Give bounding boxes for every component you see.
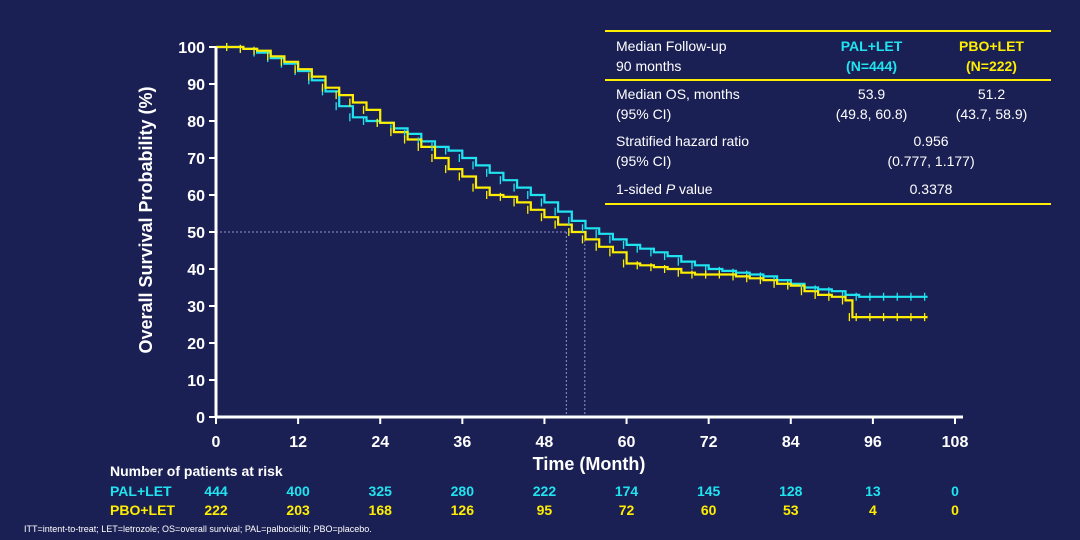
risk-value-arm-b: 60 — [700, 502, 717, 518]
risk-value-arm-a: 400 — [286, 483, 310, 499]
y-tick-label: 50 — [187, 225, 205, 242]
y-tick-label: 10 — [187, 373, 205, 390]
stats-header-label: Median Follow-up 90 months — [616, 38, 727, 74]
x-tick-label: 72 — [700, 434, 718, 451]
stats-table: Median Follow-up 90 months PAL+LET (N=44… — [605, 30, 1051, 205]
x-tick-label: 60 — [618, 434, 636, 451]
risk-value-arm-b: 203 — [286, 502, 310, 518]
risk-row-label-arm-a: PAL+LET — [110, 483, 172, 499]
risk-value-arm-a: 128 — [779, 483, 803, 499]
risk-table-title: Number of patients at risk — [110, 463, 283, 479]
risk-value-arm-a: 280 — [450, 483, 474, 499]
risk-value-arm-a: 174 — [614, 483, 639, 499]
p-value-row: 1-sided P value 0.3378 — [605, 175, 1051, 205]
median-os-row: Median OS, months (95% CI) 53.9 (49.8, 6… — [605, 81, 1051, 128]
y-tick-label: 100 — [178, 40, 205, 57]
risk-value-arm-b: 4 — [868, 502, 877, 518]
hazard-ratio-row: Stratified hazard ratio (95% CI) 0.956 (… — [605, 128, 1051, 175]
footnote: ITT=intent-to-treat; LET=letrozole; OS=o… — [24, 524, 372, 534]
x-axis-label: Time (Month) — [533, 454, 646, 474]
y-tick-label: 20 — [187, 336, 205, 353]
p-value-value: 0.3378 — [909, 181, 953, 197]
axes: 0 10 20 30 40 50 60 70 80 90 100 0 12 24 36 48 60 72 84 96 1… — [178, 40, 968, 451]
risk-value-arm-b: 222 — [204, 502, 228, 518]
risk-value-arm-a: 444 — [204, 483, 228, 499]
x-tick-label: 84 — [782, 434, 800, 451]
censor-marks — [226, 43, 926, 322]
risk-value-arm-b: 95 — [536, 502, 553, 518]
y-axis-label: Overall Survival Probability (%) — [136, 86, 156, 353]
risk-value-arm-a: 0 — [951, 483, 959, 499]
y-tick-label: 90 — [187, 77, 205, 94]
risk-value-arm-b: 126 — [450, 502, 474, 518]
median-os-arm-b: 51.2 (43.7, 58.9) — [955, 86, 1028, 122]
x-tick-label: 96 — [864, 434, 882, 451]
risk-value-arm-b: 72 — [618, 502, 635, 518]
p-value-label: 1-sided P value — [616, 181, 713, 197]
stats-header-arm-a: PAL+LET (N=444) — [840, 38, 903, 74]
x-tick-label: 0 — [212, 434, 221, 451]
median-reference-lines — [216, 231, 586, 417]
hazard-ratio-value: 0.956 (0.777, 1.177) — [887, 133, 975, 169]
survival-curves — [216, 45, 928, 319]
risk-value-arm-b: 53 — [782, 502, 799, 518]
median-os-label: Median OS, months (95% CI) — [616, 86, 740, 122]
hazard-ratio-label: Stratified hazard ratio (95% CI) — [616, 133, 750, 169]
y-tick-label: 70 — [187, 151, 205, 168]
y-tick-label: 40 — [187, 262, 205, 279]
risk-value-arm-b: 0 — [951, 502, 959, 518]
x-tick-label: 12 — [289, 434, 307, 451]
risk-row-label-arm-b: PBO+LET — [110, 502, 175, 518]
x-tick-label: 24 — [371, 434, 389, 451]
x-tick-label: 108 — [942, 434, 969, 451]
risk-value-arm-b: 168 — [368, 502, 392, 518]
median-os-arm-a: 53.9 (49.8, 60.8) — [835, 86, 908, 122]
stats-header-arm-b: PBO+LET (N=222) — [959, 38, 1024, 74]
risk-table: Number of patients at risk PAL+LET PBO+L… — [0, 460, 1080, 520]
y-tick-label: 30 — [187, 299, 205, 316]
y-tick-label: 60 — [187, 188, 205, 205]
risk-value-arm-a: 222 — [532, 483, 557, 499]
stats-header-row: Median Follow-up 90 months PAL+LET (N=44… — [605, 30, 1051, 81]
risk-value-arm-a: 325 — [368, 483, 392, 499]
survival-curve-pal-let — [216, 45, 928, 298]
x-tick-label: 36 — [453, 434, 471, 451]
y-tick-label: 80 — [187, 114, 205, 131]
x-tick-label: 48 — [536, 434, 554, 451]
risk-value-arm-a: 13 — [865, 483, 881, 499]
survival-curve-pbo-let — [216, 45, 928, 319]
y-tick-label: 0 — [196, 410, 205, 427]
risk-value-arm-a: 145 — [696, 483, 721, 499]
